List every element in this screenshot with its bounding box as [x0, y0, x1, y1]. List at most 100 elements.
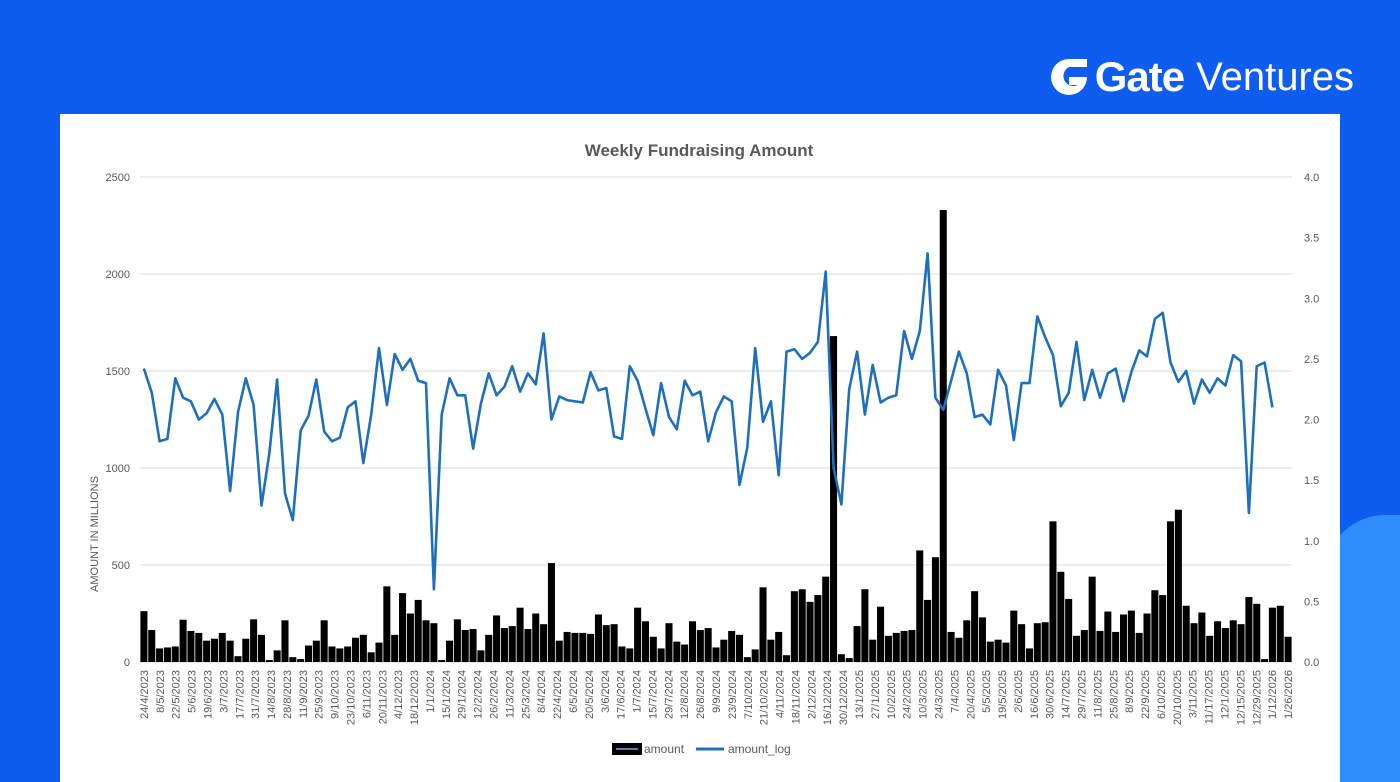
x-tick-label: 12/29/2025 [1251, 670, 1263, 725]
amount-bar [861, 589, 869, 662]
x-tick-label: 8/5/2023 [155, 670, 167, 713]
x-tick-label: 23/10/2023 [346, 670, 358, 725]
x-tick-label: 16/6/2025 [1029, 670, 1041, 719]
x-tick-label: 8/4/2024 [536, 670, 548, 713]
amount-bar [195, 632, 203, 662]
amount-bar [688, 621, 697, 662]
amount-bar [532, 613, 540, 662]
y-axis-title: AMOUNT IN MILLIONS [89, 476, 101, 592]
x-tick-label: 22/9/2025 [1140, 670, 1152, 719]
amount-bar [822, 576, 830, 662]
amount-bar [1206, 635, 1214, 662]
y2-tick-label: 0.0 [1304, 657, 1319, 669]
x-tick-label: 21/10/2024 [759, 670, 771, 725]
y2-tick-label: 1.0 [1304, 536, 1319, 548]
amount-bar [156, 648, 164, 662]
amount-bar [359, 634, 367, 662]
fundraising-chart: 0 500 1000 1500 2000 2500 0.0 0.5 1.0 1.5 2.0 2.5 3… [89, 141, 1319, 756]
x-tick-label: 6/10/2025 [1156, 670, 1168, 719]
amount-bar [1174, 509, 1182, 662]
amount-bar [406, 613, 414, 662]
y-tick-label: 0 [124, 657, 130, 669]
amount-bar [1041, 622, 1049, 662]
amount-bar [1167, 521, 1175, 662]
x-tick-label: 17/6/2024 [616, 670, 628, 719]
amount-bar [908, 629, 916, 662]
x-tick-label: 20/4/2025 [965, 670, 977, 719]
amount-bar [1033, 623, 1041, 662]
amount-bar [485, 634, 493, 662]
amount-bar [1104, 611, 1112, 662]
amount-bar [320, 620, 328, 662]
amount-bar [931, 557, 939, 662]
x-tick-label: 11/9/2023 [298, 670, 310, 718]
x-tick-label: 7/10/2024 [743, 670, 755, 719]
x-tick-label: 26/2/2024 [489, 670, 501, 719]
amount-bar [994, 639, 1002, 662]
x-tick-label: 28/8/2023 [282, 670, 294, 719]
amount-bar [1065, 598, 1073, 662]
amount-bar [602, 625, 610, 662]
amount-bar [649, 636, 657, 662]
amount-bar [1151, 590, 1159, 662]
amount-bar [375, 642, 383, 662]
x-tick-label: 1/26/2026 [1283, 670, 1295, 719]
amount-bar [218, 632, 226, 662]
amount-bar [767, 639, 775, 662]
x-tick-label: 25/9/2023 [314, 670, 326, 719]
amount-bar [1190, 623, 1198, 662]
amount-bar [391, 634, 399, 662]
amount-bar [587, 633, 595, 662]
amount-bar [924, 599, 932, 662]
x-tick-label: 29/7/2025 [1076, 670, 1088, 719]
amount-bar [728, 630, 736, 662]
amount-bar [837, 654, 845, 662]
amount-bar [383, 586, 391, 662]
amount-bar [641, 621, 649, 662]
amount-bar [438, 660, 446, 662]
x-tick-label: 26/8/2024 [695, 670, 707, 719]
amount-bar [1182, 605, 1190, 662]
amount-bar [845, 658, 853, 662]
amount-bar [367, 652, 375, 662]
amount-bar [234, 656, 242, 662]
amount-bar [336, 648, 344, 662]
amount-bar [210, 638, 218, 662]
amount-bar [798, 589, 806, 662]
amount-bar [696, 629, 704, 662]
amount-bar [297, 659, 305, 662]
x-tick-label: 2/12/2024 [806, 670, 818, 719]
amount-bar [892, 632, 900, 662]
amount-bar [453, 619, 461, 662]
x-tick-label: 10/3/2025 [918, 670, 930, 719]
amount-bar [571, 632, 579, 662]
amount-bar [1261, 659, 1269, 662]
y-tick-label: 500 [112, 560, 130, 572]
amount-bar [877, 606, 885, 662]
x-tick-label: 14/8/2023 [266, 670, 278, 719]
y2-tick-label: 1.5 [1304, 475, 1319, 487]
amount-bar [681, 644, 689, 662]
amount-bar [1237, 624, 1245, 662]
amount-bar [618, 646, 626, 662]
amount-bar [1127, 610, 1135, 662]
brand-subtitle: Ventures [1196, 54, 1354, 99]
amount-bar [547, 563, 555, 662]
x-tick-label: 22/5/2023 [171, 670, 183, 719]
amount-bar [281, 620, 289, 662]
x-tick-label: 30/6/2025 [1045, 670, 1057, 719]
amount-bar [1143, 613, 1151, 662]
amount-bar [955, 637, 963, 662]
x-tick-label: 13/1/2025 [854, 670, 866, 719]
amount-bar [673, 641, 681, 662]
amount-bar [634, 607, 642, 662]
x-tick-label: 29/1/2024 [457, 670, 469, 719]
amount-bar [1002, 642, 1010, 662]
x-tick-label: 4/11/2024 [775, 670, 787, 718]
x-tick-label: 7/4/2025 [949, 670, 961, 713]
amount-bar [853, 626, 861, 662]
amount-bar [1057, 571, 1065, 662]
amount-bar [900, 630, 908, 662]
amount-bars [140, 209, 1292, 662]
x-tick-label: 12/2/2024 [473, 670, 485, 719]
